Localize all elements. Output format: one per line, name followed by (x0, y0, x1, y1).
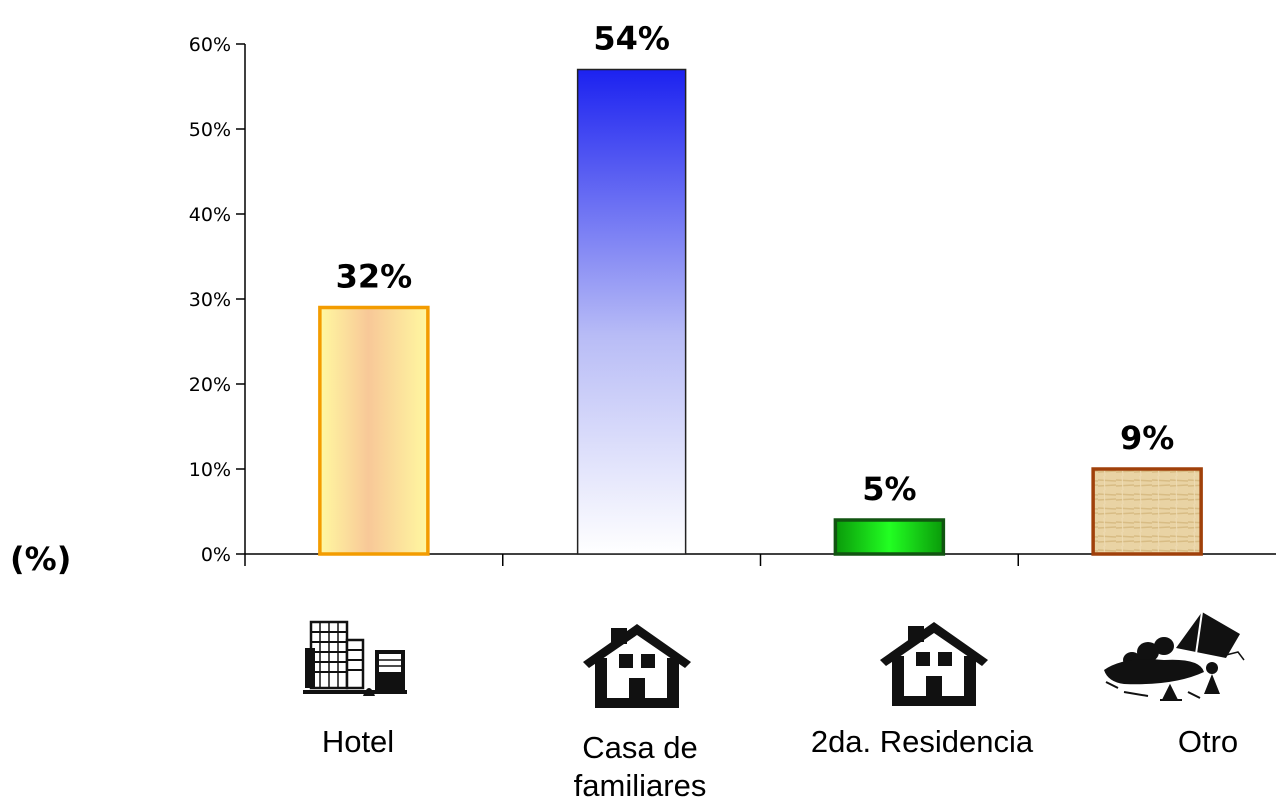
category-label: Otro (1178, 724, 1238, 759)
data-label: 32% (336, 258, 413, 296)
y-axis: 0% 10% 20% 30% 40% 50% 60% (189, 34, 246, 566)
data-label: 5% (862, 470, 916, 508)
y-tick-label: 50% (189, 119, 231, 141)
data-label: 54% (593, 20, 670, 58)
y-tick-label: 10% (189, 459, 231, 481)
y-unit-label: (%) (10, 540, 71, 578)
camping-tent-icon (1104, 611, 1245, 701)
y-tick-label: 30% (189, 289, 231, 311)
x-axis (245, 553, 1276, 566)
category-label: Hotel (322, 724, 394, 759)
bar-2da-residencia (833, 518, 946, 556)
y-tick-label: 20% (189, 374, 231, 396)
hotel-building-icon (303, 620, 407, 696)
y-tick-label: 60% (189, 34, 231, 56)
y-tick-label: 40% (189, 204, 231, 226)
category-label: 2da. Residencia (811, 724, 1034, 759)
category-label: Casa de familiares (574, 730, 707, 803)
bar-otro (1091, 467, 1203, 556)
bar-hotel (318, 305, 430, 556)
y-tick-label: 0% (201, 544, 231, 566)
house-icon (880, 622, 988, 706)
bar-casa-de-familiares (576, 68, 687, 555)
data-label: 9% (1120, 419, 1174, 457)
house-icon (583, 624, 691, 708)
